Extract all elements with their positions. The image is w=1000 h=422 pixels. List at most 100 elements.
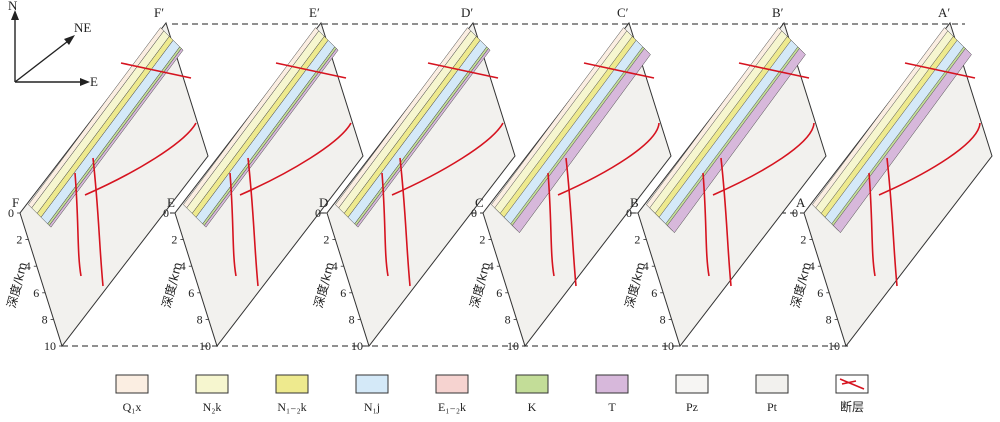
fault-line: [583, 62, 655, 79]
legend-item: N₁₋₂k: [275, 374, 309, 414]
section-back-label: F′: [154, 5, 164, 20]
legend-label: N₁₋₂k: [277, 400, 306, 414]
section-front-label: A: [796, 195, 806, 210]
legend-swatch: [515, 374, 549, 394]
legend-label: E₁₋₂k: [438, 400, 466, 414]
depth-tick-label: 10: [828, 339, 840, 353]
section-front-label: B: [630, 195, 639, 210]
fault-line: [565, 157, 577, 287]
depth-tick-label: 2: [171, 233, 177, 247]
depth-tick-label: 0: [315, 206, 321, 220]
depth-tick-label: 10: [44, 339, 56, 353]
depth-tick-label: 4: [332, 259, 338, 273]
fault-line: [868, 172, 876, 277]
depth-axis-label: 深度/km: [310, 260, 337, 309]
compass-east-label: E: [90, 74, 98, 89]
fault-line: [391, 122, 504, 196]
depth-tick-label: 8: [660, 312, 666, 326]
compass: N NE E: [8, 0, 98, 89]
legend-label: T: [608, 400, 616, 414]
depth-tick-label: 10: [199, 339, 211, 353]
stratum-band-T: [832, 48, 972, 234]
legend-swatch: [435, 374, 469, 394]
compass-north-label: N: [8, 0, 18, 13]
depth-axis-label: 深度/km: [3, 260, 30, 309]
depth-tick-label: 6: [651, 286, 657, 300]
section-back-label: B′: [772, 5, 784, 20]
fault-line: [738, 62, 810, 79]
depth-tick-label: 2: [634, 233, 640, 247]
depth-axis-label: 深度/km: [158, 260, 185, 309]
legend-item: N₂k: [195, 374, 229, 414]
legend: Q₁x N₂k N₁₋₂k N₁j E₁₋₂k K T Pz Pt 断层: [115, 374, 869, 414]
depth-tick-label: 6: [188, 286, 194, 300]
depth-tick-label: 10: [351, 339, 363, 353]
depth-tick-label: 8: [197, 312, 203, 326]
compass-northeast-label: NE: [74, 20, 91, 35]
legend-label: Pt: [767, 400, 778, 414]
fault-line: [712, 122, 815, 196]
depth-axis-label: 深度/km: [466, 260, 493, 309]
depth-tick-label: 8: [42, 312, 48, 326]
depth-tick-label: 6: [496, 286, 502, 300]
fault-line: [547, 172, 555, 277]
fault-line: [239, 122, 352, 196]
section-back-label: C′: [617, 5, 629, 20]
legend-label: Pz: [686, 400, 698, 414]
depth-tick-label: 4: [643, 259, 649, 273]
fault-line: [74, 172, 82, 277]
legend-item: Pz: [675, 374, 709, 414]
legend-swatch: [755, 374, 789, 394]
depth-tick-label: 10: [662, 339, 674, 353]
fault-line: [247, 157, 259, 287]
legend-swatch: [115, 374, 149, 394]
depth-axis-label: 深度/km: [621, 260, 648, 309]
depth-tick-label: 2: [800, 233, 806, 247]
legend-swatch: [195, 374, 229, 394]
depth-tick-label: 8: [826, 312, 832, 326]
depth-tick-label: 4: [180, 259, 186, 273]
depth-tick-label: 0: [163, 206, 169, 220]
fault-line: [427, 62, 499, 79]
fault-line: [720, 157, 732, 287]
fault-line: [84, 122, 197, 196]
depth-tick-label: 2: [323, 233, 329, 247]
depth-tick-label: 0: [8, 206, 14, 220]
depth-tick-label: 2: [16, 233, 22, 247]
legend-item: 断层: [835, 374, 869, 414]
legend-swatch: [595, 374, 629, 394]
depth-tick-label: 4: [488, 259, 494, 273]
stratum-band-T: [355, 48, 491, 228]
depth-tick-label: 4: [809, 259, 815, 273]
depth-tick-label: 0: [471, 206, 477, 220]
stratum-band-T: [48, 48, 184, 228]
fault-symbol-icon: [839, 378, 865, 390]
fault-line: [229, 172, 237, 277]
stratum-band-T: [203, 48, 339, 228]
fault-line: [878, 122, 981, 196]
fault-line: [904, 62, 976, 79]
legend-swatch: [275, 374, 309, 394]
fault-line: [886, 157, 898, 287]
legend-item: K: [515, 374, 549, 414]
section-front-label: C: [475, 195, 484, 210]
depth-axis-label: 深度/km: [787, 260, 814, 309]
depth-tick-label: 10: [507, 339, 519, 353]
legend-item: N₁j: [355, 374, 389, 414]
stratum-band-T: [511, 48, 651, 234]
fault-line: [120, 62, 192, 79]
fault-line: [557, 122, 660, 196]
depth-tick-label: 2: [479, 233, 485, 247]
section-front-label: E: [167, 195, 175, 210]
section-back-label: E′: [309, 5, 320, 20]
legend-swatch: [355, 374, 389, 394]
stratum-band-T: [666, 48, 806, 234]
fault-line: [275, 62, 347, 79]
depth-tick-label: 0: [626, 206, 632, 220]
depth-tick-label: 0: [792, 206, 798, 220]
